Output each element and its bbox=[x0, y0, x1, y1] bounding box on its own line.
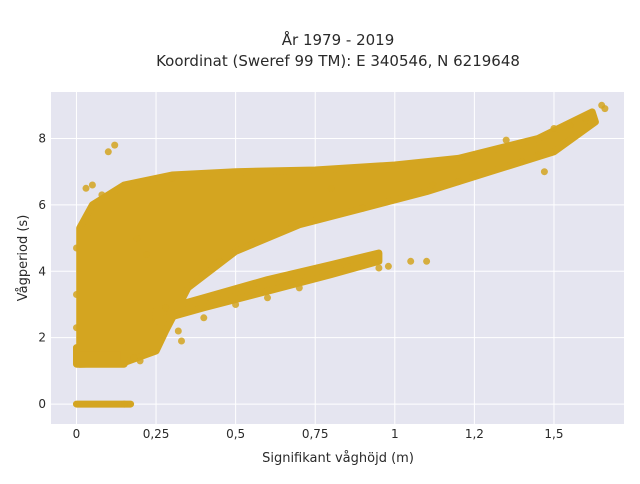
scatter-density-layer bbox=[73, 108, 599, 368]
scatter-points-layer bbox=[72, 101, 609, 408]
x-tick-label: 0,5 bbox=[226, 427, 245, 441]
x-axis-title: Signifikant våghöjd (m) bbox=[262, 451, 414, 466]
scatter-point bbox=[178, 337, 185, 345]
x-tick-label: 0 bbox=[73, 427, 81, 441]
chart-title-line1: År 1979 - 2019 bbox=[282, 30, 395, 49]
scatter-point bbox=[168, 174, 176, 182]
scatter-point bbox=[82, 184, 90, 192]
scatter-point bbox=[359, 204, 367, 212]
scatter-point bbox=[143, 251, 150, 259]
y-tick-label: 8 bbox=[38, 131, 46, 145]
scatter-point bbox=[248, 241, 255, 249]
scatter-point bbox=[73, 244, 80, 252]
tick-layer: 0 0,25 0,5 0,75 1 1,2 1,5 0 2 4 6 8 bbox=[38, 131, 563, 441]
scatter-point bbox=[174, 327, 182, 335]
y-tick-label: 0 bbox=[38, 397, 46, 411]
scatter-band-low-height-tail bbox=[73, 344, 128, 368]
scatter-point bbox=[120, 400, 128, 408]
scatter-point bbox=[88, 181, 96, 189]
x-tick-label: 1,5 bbox=[544, 427, 563, 441]
scatter-point bbox=[566, 121, 574, 129]
scatter-point bbox=[384, 262, 392, 270]
scatter-point bbox=[429, 181, 437, 189]
scatter-point bbox=[423, 257, 431, 265]
x-tick-label: 1,2 bbox=[465, 427, 484, 441]
x-tick-label: 0,75 bbox=[302, 427, 329, 441]
y-axis-title: Vågperiod (s) bbox=[16, 215, 31, 302]
chart-title-line2: Koordinat (Sweref 99 TM): E 340546, N 62… bbox=[156, 52, 520, 70]
scatter-band-lower-swell-band bbox=[152, 249, 383, 325]
scatter-point bbox=[98, 191, 106, 199]
scatter-point bbox=[104, 148, 112, 156]
scatter-point bbox=[136, 357, 144, 365]
scatter-point bbox=[375, 264, 383, 272]
y-tick-label: 4 bbox=[38, 264, 46, 278]
scatter-point bbox=[407, 257, 415, 265]
scatter-point bbox=[295, 284, 303, 292]
scatter-point bbox=[264, 294, 271, 302]
scatter-point bbox=[534, 151, 542, 159]
scatter-point bbox=[216, 257, 224, 265]
scatter-point bbox=[601, 105, 609, 113]
x-tick-label: 1 bbox=[391, 427, 399, 441]
scatter-point bbox=[327, 184, 335, 192]
scatter-point bbox=[200, 314, 208, 322]
x-tick-label: 0,25 bbox=[143, 427, 170, 441]
scatter-point bbox=[540, 168, 548, 176]
y-tick-label: 2 bbox=[38, 331, 46, 345]
scatter-point bbox=[73, 291, 80, 298]
scatter-point bbox=[162, 304, 170, 312]
scatter-point bbox=[232, 301, 240, 308]
scatter-point bbox=[130, 354, 138, 362]
scatter-point bbox=[73, 324, 80, 332]
scatter-point bbox=[518, 158, 526, 166]
scatter-point bbox=[470, 171, 478, 179]
scatter-point bbox=[550, 125, 558, 132]
scatter-point bbox=[502, 136, 510, 144]
scatter-point bbox=[582, 115, 590, 123]
y-tick-label: 6 bbox=[38, 198, 46, 212]
scatter-point bbox=[455, 178, 462, 186]
scatter-point bbox=[133, 234, 141, 242]
scatter-point bbox=[111, 141, 119, 149]
